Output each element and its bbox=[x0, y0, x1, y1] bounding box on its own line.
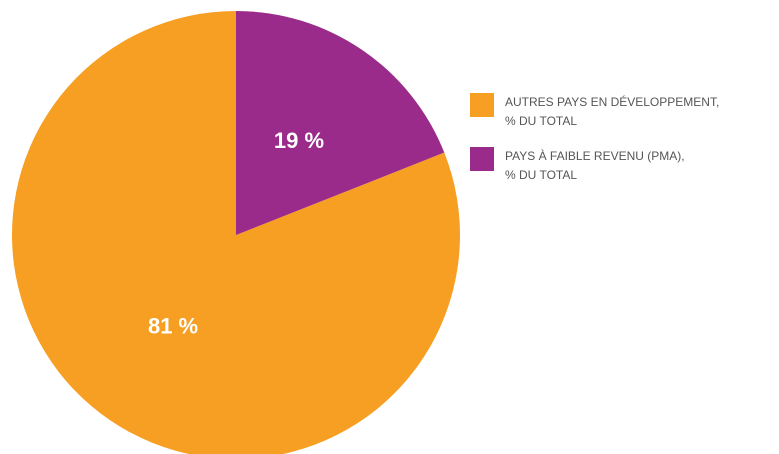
legend-swatch bbox=[470, 147, 494, 171]
legend: AUTRES PAYS EN DÉVELOPPEMENT, % DU TOTAL… bbox=[470, 93, 719, 201]
slice-label: 19 % bbox=[274, 128, 324, 153]
pie-slice bbox=[236, 11, 445, 235]
legend-item: PAYS À FAIBLE REVENU (PMA), % DU TOTAL bbox=[470, 147, 719, 185]
legend-label: PAYS À FAIBLE REVENU (PMA), % DU TOTAL bbox=[505, 149, 685, 182]
slice-label: 81 % bbox=[148, 313, 198, 338]
legend-item: AUTRES PAYS EN DÉVELOPPEMENT, % DU TOTAL bbox=[470, 93, 719, 131]
legend-label: AUTRES PAYS EN DÉVELOPPEMENT, % DU TOTAL bbox=[505, 95, 720, 128]
pie-slice bbox=[12, 11, 460, 454]
legend-swatch bbox=[470, 93, 494, 117]
